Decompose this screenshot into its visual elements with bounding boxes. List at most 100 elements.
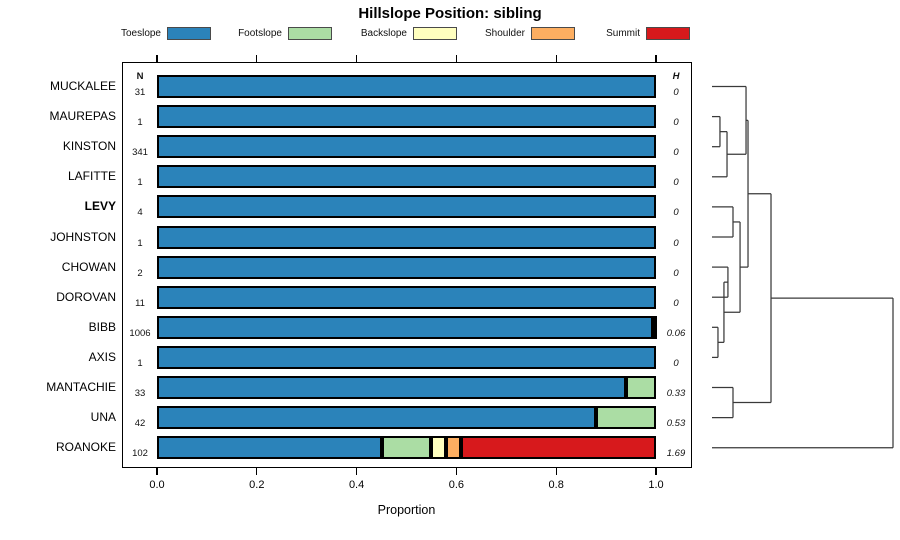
stacked-bar-levy [157,195,656,219]
series-label-bibb: BIBB [88,319,116,334]
bar-segment-shoulder [446,436,462,460]
chart-title: Hillslope Position: sibling [358,5,542,22]
bar-segment-footslope [652,315,657,339]
bar-segment-toeslope [157,135,656,159]
n-value: 341 [132,147,148,159]
shannon-h-value: 0 [673,87,679,98]
stacked-bar-bibb [157,315,657,339]
shannon-h-value: 0.33 [666,388,686,399]
series-label-kinston: KINSTON [62,139,116,154]
shannon-h-value: 0 [673,357,679,369]
axis-tick-top [455,55,457,62]
series-label-una: UNA [90,410,116,425]
n-column-header: N [136,71,144,82]
series-label-levy: LEVY [84,199,116,214]
n-value: 1 [137,117,143,129]
bar-segment-toeslope [157,75,656,98]
axis-tick-top [555,55,557,62]
bar-segment-toeslope [157,406,597,430]
bar-segment-toeslope [157,315,653,339]
stacked-bar-mantachie [157,376,656,399]
stacked-bar-roanoke [157,436,656,460]
shannon-h-value: 0 [673,207,679,219]
axis-tick-bottom [156,468,158,475]
dendrogram [712,85,894,449]
series-label-axis: AXIS [88,349,116,364]
axis-tick-bottom [655,468,657,475]
n-value: 1 [137,237,143,249]
axis-tick-bottom [356,468,358,475]
series-label-johnston: JOHNSTON [50,229,116,244]
shannon-h-value: 0.53 [666,418,686,430]
axis-tick-label: 0.8 [548,479,564,491]
series-label-mantachie: MANTACHIE [46,380,116,394]
axis-tick-bottom [455,468,457,475]
stacked-bar-muckalee [157,75,656,98]
n-value: 11 [135,297,145,309]
stacked-bar-dorovan [157,285,656,309]
n-value: 1006 [129,327,151,339]
shannon-h-value: 0 [673,117,679,129]
series-label-dorovan: DOROVAN [56,289,116,304]
shannon-h-value: 1.69 [666,448,686,460]
stacked-bar-maurepas [157,105,656,129]
shannon-h-value: 0 [673,147,679,159]
shannon-h-value: 0 [673,267,679,279]
legend-label-toeslope: Toeslope [120,28,161,39]
axis-tick-label: 0.0 [149,479,165,491]
bar-segment-toeslope [157,376,627,399]
bar-segment-footslope [626,376,656,399]
legend-label-shoulder: Shoulder [484,28,525,39]
legend-swatch-summit [646,27,690,40]
series-label-chowan: CHOWAN [61,259,116,274]
bar-segment-toeslope [157,285,656,309]
axis-tick-label: 0.6 [448,479,465,491]
stacked-bar-chowan [157,255,656,279]
bar-segment-backslope [431,436,447,460]
stacked-bar-lafitte [157,165,656,189]
n-value: 42 [134,418,146,430]
stacked-bar-axis [157,345,656,369]
axis-tick-top [256,55,258,62]
series-label-muckalee: MUCKALEE [49,79,116,93]
n-value: 1 [137,177,143,189]
axis-tick-top [655,55,657,62]
stacked-bar-kinston [157,135,656,159]
series-label-lafitte: LAFITTE [67,169,116,184]
n-value: 102 [132,448,148,460]
x-axis-title: Proportion [377,503,436,517]
legend-swatch-backslope [413,27,457,40]
legend-label-backslope: Backslope [360,28,407,39]
bar-segment-toeslope [157,225,656,249]
axis-tick-bottom [555,468,557,475]
series-label-maurepas: MAUREPAS [49,109,116,124]
n-value: 33 [134,388,146,399]
n-value: 31 [134,87,146,98]
axis-tick-label: 0.2 [249,479,265,491]
legend-swatch-toeslope [167,27,211,40]
h-column-header: H [672,71,680,82]
bar-segment-toeslope [157,165,656,189]
stacked-bar-una [157,406,656,430]
axis-tick-top [356,55,358,62]
shannon-h-value: 0.06 [666,327,686,339]
axis-tick-bottom [256,468,258,475]
axis-tick-label: 1.0 [648,479,664,491]
bar-segment-toeslope [157,195,656,219]
bar-segment-toeslope [157,105,656,129]
bar-segment-toeslope [157,345,656,369]
legend-label-footslope: Footslope [238,28,282,39]
axis-tick-label: 0.4 [348,479,365,491]
legend-swatch-shoulder [531,27,575,40]
shannon-h-value: 0 [673,297,679,309]
n-value: 2 [137,267,143,279]
legend-swatch-footslope [288,27,332,40]
n-value: 4 [137,207,143,219]
series-label-roanoke: ROANOKE [55,440,116,455]
bar-segment-footslope [381,436,432,460]
bar-segment-toeslope [157,436,382,460]
n-value: 1 [137,357,143,369]
